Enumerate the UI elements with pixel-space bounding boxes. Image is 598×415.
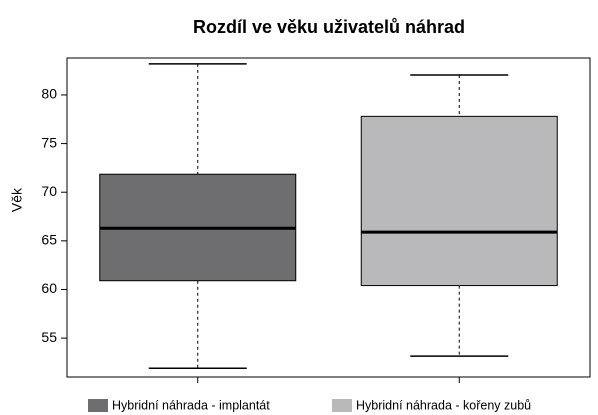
- y-tick-label: 65: [41, 232, 57, 248]
- y-tick-label: 55: [41, 329, 57, 345]
- legend-label: Hybridní náhrada - implantát: [112, 398, 270, 412]
- y-tick-label: 80: [41, 86, 57, 102]
- plot-frame: [66, 57, 591, 378]
- chart-title: Rozdíl ve věku uživatelů náhrad: [193, 17, 465, 37]
- y-tick-label: 60: [41, 280, 57, 296]
- y-tick-label: 70: [41, 183, 57, 199]
- y-axis-label: Věk: [9, 187, 25, 212]
- legend-label: Hybridní náhrada - kořeny zubů: [356, 398, 531, 412]
- legend-swatch: [332, 399, 352, 412]
- y-tick-label: 75: [41, 134, 57, 150]
- box: [360, 115, 558, 287]
- legend-swatch: [88, 399, 108, 412]
